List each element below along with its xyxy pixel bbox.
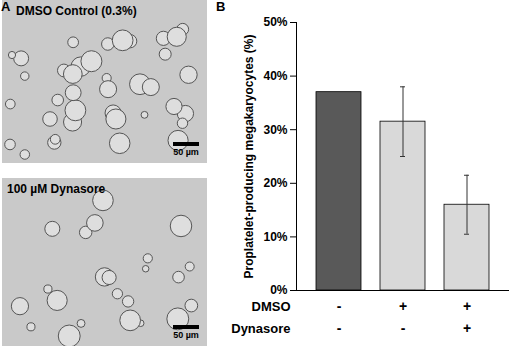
html-text:B: B [216, 0, 226, 14]
svg-text:50%: 50% [263, 15, 287, 29]
html-text:100 µM Dynasore: 100 µM Dynasore [7, 182, 106, 196]
svg-text:+: + [463, 298, 471, 314]
svg-text:40%: 40% [263, 69, 287, 83]
html-text:A: A [1, 0, 11, 14]
svg-text:20%: 20% [263, 176, 287, 190]
html-text:50 µm: 50 µm [173, 330, 199, 340]
svg-text:Proplatelet-producing megakary: Proplatelet-producing megakaryocytes (%) [242, 34, 256, 278]
svg-text:-: - [337, 298, 342, 314]
html-text:DMSO Control (0.3%): DMSO Control (0.3%) [16, 4, 137, 18]
svg-text:0%: 0% [270, 283, 288, 297]
svg-text:30%: 30% [263, 123, 287, 137]
svg-text:Dynasore: Dynasore [231, 321, 290, 336]
svg-text:-: - [401, 320, 406, 336]
html-text:50 µm: 50 µm [173, 147, 199, 157]
svg-text:+: + [399, 298, 407, 314]
svg-text:DMSO: DMSO [252, 299, 291, 314]
svg-text:-: - [337, 320, 342, 336]
svg-text:10%: 10% [263, 230, 287, 244]
svg-text:+: + [463, 320, 471, 336]
